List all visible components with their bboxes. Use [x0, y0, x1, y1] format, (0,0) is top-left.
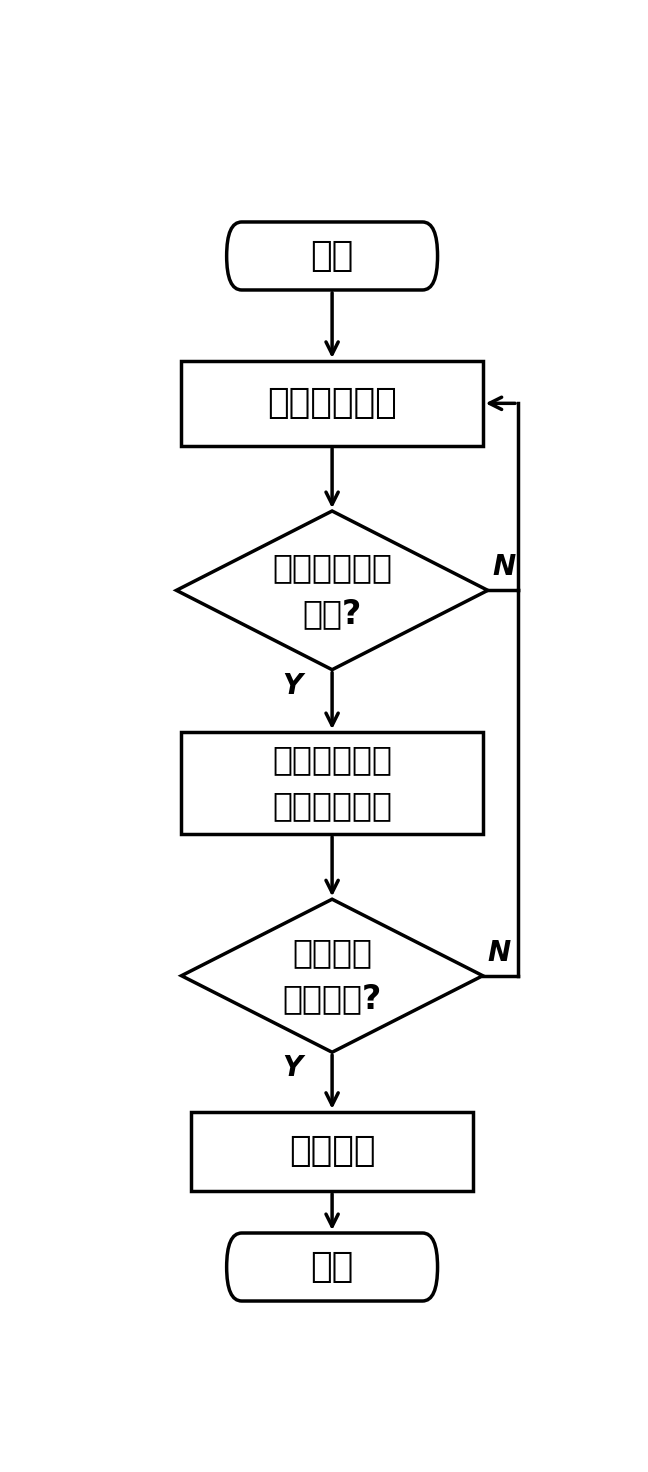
Text: Y: Y: [282, 1054, 302, 1082]
FancyBboxPatch shape: [227, 1234, 437, 1301]
Text: 报警值为
活动状态?: 报警值为 活动状态?: [283, 936, 382, 1016]
Text: 发送报警: 发送报警: [289, 1135, 375, 1169]
Text: N: N: [493, 553, 516, 581]
Bar: [181, 361, 483, 446]
Text: 根据报警名称
读取报警属性: 根据报警名称 读取报警属性: [272, 743, 392, 823]
FancyBboxPatch shape: [227, 222, 437, 290]
Text: 注册报警通道: 注册报警通道: [267, 386, 397, 421]
Text: 开始: 开始: [310, 238, 354, 272]
Polygon shape: [176, 511, 488, 670]
Bar: [191, 1111, 472, 1191]
Text: Y: Y: [282, 671, 302, 701]
Bar: [181, 732, 483, 835]
Text: 报警通道发生
变化?: 报警通道发生 变化?: [272, 551, 392, 630]
Polygon shape: [181, 899, 483, 1052]
Text: N: N: [488, 939, 511, 967]
Text: 结束: 结束: [310, 1250, 354, 1284]
